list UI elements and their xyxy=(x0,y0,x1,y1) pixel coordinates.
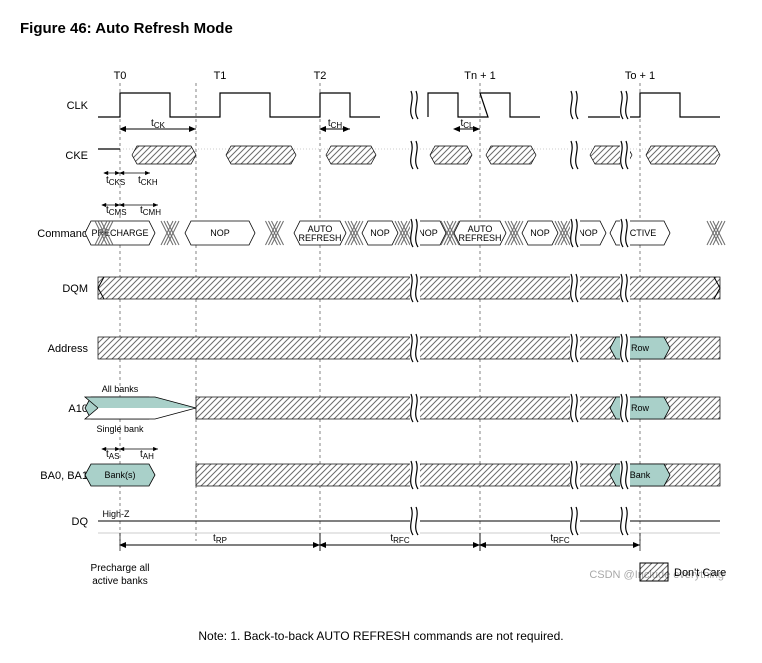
svg-text:tAH: tAH xyxy=(140,449,154,461)
svg-text:tRFC: tRFC xyxy=(550,533,569,545)
svg-text:NOP: NOP xyxy=(418,228,438,238)
svg-text:To + 1: To + 1 xyxy=(625,70,655,82)
svg-text:All banks: All banks xyxy=(102,384,139,394)
svg-text:tCKH: tCKH xyxy=(138,175,158,187)
svg-text:Row: Row xyxy=(631,403,650,413)
svg-text:DQM: DQM xyxy=(62,283,88,295)
svg-text:tCMH: tCMH xyxy=(140,205,161,217)
svg-text:tCMS: tCMS xyxy=(106,205,127,217)
svg-text:Bank: Bank xyxy=(630,470,651,480)
svg-text:NOP: NOP xyxy=(530,228,550,238)
svg-text:NOP: NOP xyxy=(578,228,598,238)
svg-text:Don't Care: Don't Care xyxy=(674,567,726,579)
svg-text:T1: T1 xyxy=(214,70,227,82)
svg-text:active banks: active banks xyxy=(92,576,148,587)
svg-text:High-Z: High-Z xyxy=(102,509,130,519)
footnote: Note: 1. Back-to-back AUTO REFRESH comma… xyxy=(20,629,742,643)
svg-text:NOP: NOP xyxy=(210,228,230,238)
svg-text:Tn + 1: Tn + 1 xyxy=(464,70,496,82)
svg-text:Bank(s): Bank(s) xyxy=(104,470,135,480)
svg-text:tRFC: tRFC xyxy=(390,533,409,545)
svg-text:tCK: tCK xyxy=(151,118,166,130)
svg-text:CKE: CKE xyxy=(65,150,88,162)
figure-title: Figure 46: Auto Refresh Mode xyxy=(20,20,742,37)
svg-text:Command: Command xyxy=(37,228,88,240)
svg-text:REFRESH: REFRESH xyxy=(298,233,341,243)
svg-text:Precharge all: Precharge all xyxy=(91,563,150,574)
svg-text:Address: Address xyxy=(48,343,89,355)
svg-text:tRP: tRP xyxy=(213,533,227,545)
svg-text:T0: T0 xyxy=(114,70,127,82)
svg-text:tCKS: tCKS xyxy=(106,175,125,187)
svg-text:Row: Row xyxy=(631,343,650,353)
timing-diagram: T0 T1 T2 Tn + 1 To + 1 CLK CKE Command DQM Addres… xyxy=(20,43,742,621)
svg-text:BA0, BA1: BA0, BA1 xyxy=(40,470,88,482)
svg-text:REFRESH: REFRESH xyxy=(458,233,501,243)
svg-text:A10: A10 xyxy=(68,403,88,415)
svg-text:tCH: tCH xyxy=(328,118,343,130)
svg-text:DQ: DQ xyxy=(72,516,89,528)
svg-text:tAS: tAS xyxy=(106,449,119,461)
svg-text:tCL: tCL xyxy=(460,118,474,130)
svg-text:Single bank: Single bank xyxy=(96,424,144,434)
svg-text:CLK: CLK xyxy=(67,100,89,112)
svg-text:NOP: NOP xyxy=(370,228,390,238)
svg-text:PRECHARGE: PRECHARGE xyxy=(91,228,148,238)
svg-text:T2: T2 xyxy=(314,70,327,82)
